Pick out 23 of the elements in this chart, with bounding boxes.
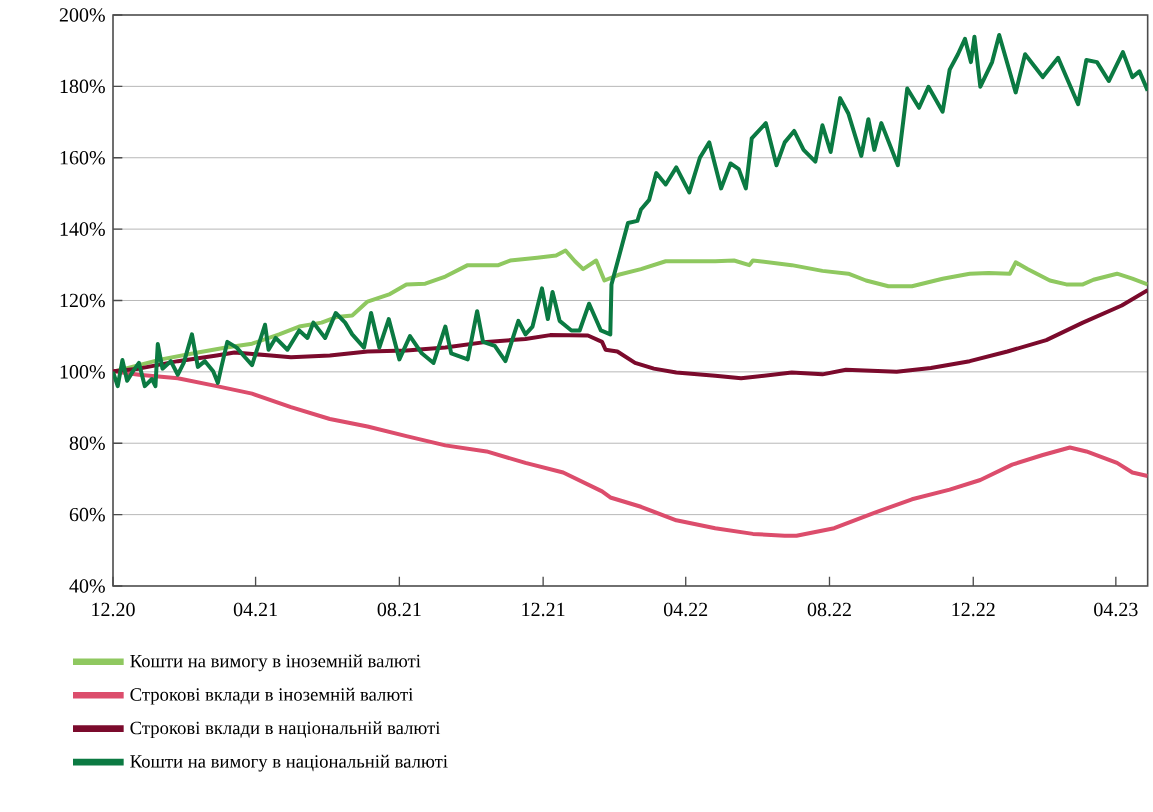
legend-label: Строкові вклади в національній валюті [130,721,441,739]
legend-label: Строкові вклади в іноземній валюті [130,687,414,705]
x-tick-label: 08.22 [807,602,851,617]
x-tick-label: 04.22 [663,602,708,617]
legend-label: Кошти на вимогу в іноземній валюті [130,654,421,672]
y-tick-label: 60% [69,507,105,522]
x-tick-label: 04.21 [233,602,277,617]
x-tick-label: 12.22 [952,602,995,617]
y-tick-label: 200% [59,8,105,22]
x-tick-label: 12.21 [522,602,565,617]
legend-label: Кошти на вимогу в національній валюті [130,754,448,772]
y-tick-label: 100% [60,365,105,379]
x-tick-label: 04.23 [1094,602,1138,617]
line-series [113,369,1148,538]
x-tick-label: 12.20 [92,602,135,617]
x-tick-label: 08.21 [377,602,421,617]
y-tick-label: 80% [69,436,105,451]
y-tick-label: 40% [69,579,105,593]
y-tick-label: 180% [60,79,105,94]
line-series [113,288,1148,381]
y-tick-label: 140% [60,222,105,236]
y-tick-label: 120% [60,293,105,308]
y-tick-label: 160% [60,150,105,165]
